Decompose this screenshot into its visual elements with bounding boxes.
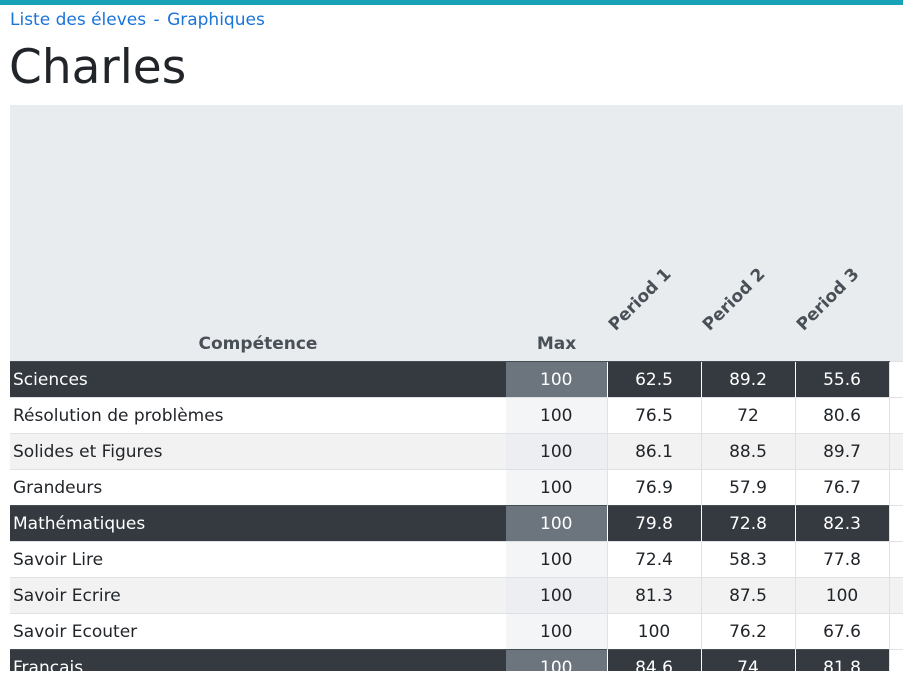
- filler-cell: [888, 361, 903, 398]
- max-cell: 100: [506, 505, 607, 542]
- period-2-cell: 76.2: [700, 613, 795, 650]
- table-row-group: Sciences 100 62.5 89.2 55.6: [10, 361, 903, 398]
- breadcrumb: Liste des éleves - Graphiques: [10, 9, 265, 31]
- grades-table: Compétence Max Period 1 Period 2 Period …: [10, 105, 903, 671]
- period-2-cell: 74: [700, 649, 795, 671]
- max-cell: 100: [506, 433, 607, 470]
- period-1-cell: 72.4: [606, 541, 701, 578]
- competence-cell: Grandeurs: [10, 469, 506, 506]
- filler-cell: [888, 433, 903, 470]
- breadcrumb-link-student-list[interactable]: Liste des éleves: [10, 10, 147, 30]
- period-3-cell: 55.6: [794, 361, 889, 398]
- table-row-group: Mathématiques 100 79.8 72.8 82.3: [10, 505, 903, 542]
- competence-cell: Mathématiques: [10, 505, 506, 542]
- period-3-cell: 81.8: [794, 649, 889, 671]
- filler-cell: [888, 505, 903, 542]
- max-cell: 100: [506, 577, 607, 614]
- period-3-cell: 89.7: [794, 433, 889, 470]
- header-period-1: Period 1: [604, 105, 701, 362]
- competence-cell: Français: [10, 649, 506, 671]
- table-row-group: Français 100 84.6 74 81.8: [10, 649, 903, 671]
- table-row: Solides et Figures 100 86.1 88.5 89.7: [10, 433, 903, 470]
- page-title: Charles: [9, 40, 187, 95]
- header-max: Max: [506, 105, 607, 362]
- header-competence: Compétence: [10, 105, 506, 362]
- filler-cell: [888, 541, 903, 578]
- period-3-cell: 100: [794, 577, 889, 614]
- competence-cell: Savoir Ecouter: [10, 613, 506, 650]
- filler-cell: [888, 397, 903, 434]
- competence-cell: Sciences: [10, 361, 506, 398]
- header-period-3-label: Period 3: [792, 264, 864, 335]
- table-row: Grandeurs 100 76.9 57.9 76.7: [10, 469, 903, 506]
- max-cell: 100: [506, 361, 607, 398]
- table-row: Savoir Lire 100 72.4 58.3 77.8: [10, 541, 903, 578]
- period-2-cell: 87.5: [700, 577, 795, 614]
- max-cell: 100: [506, 613, 607, 650]
- period-2-cell: 89.2: [700, 361, 795, 398]
- period-2-cell: 88.5: [700, 433, 795, 470]
- competence-cell: Savoir Lire: [10, 541, 506, 578]
- header-period-2-label: Period 2: [698, 264, 770, 335]
- competence-cell: Résolution de problèmes: [10, 397, 506, 434]
- period-2-cell: 72.8: [700, 505, 795, 542]
- period-1-cell: 76.5: [606, 397, 701, 434]
- period-3-cell: 80.6: [794, 397, 889, 434]
- period-1-cell: 76.9: [606, 469, 701, 506]
- period-3-cell: 67.6: [794, 613, 889, 650]
- header-filler: [889, 105, 903, 362]
- table-header: Compétence Max Period 1 Period 2 Period …: [10, 105, 903, 362]
- header-period-2: Period 2: [698, 105, 795, 362]
- max-cell: 100: [506, 541, 607, 578]
- period-1-cell: 62.5: [606, 361, 701, 398]
- breadcrumb-link-graphics[interactable]: Graphiques: [167, 10, 265, 30]
- table-row: Résolution de problèmes 100 76.5 72 80.6: [10, 397, 903, 434]
- period-1-cell: 81.3: [606, 577, 701, 614]
- period-1-cell: 79.8: [606, 505, 701, 542]
- header-period-1-label: Period 1: [604, 264, 676, 335]
- period-1-cell: 100: [606, 613, 701, 650]
- max-cell: 100: [506, 397, 607, 434]
- filler-cell: [888, 469, 903, 506]
- top-accent-bar: [0, 0, 903, 5]
- period-1-cell: 86.1: [606, 433, 701, 470]
- filler-cell: [888, 577, 903, 614]
- header-period-3: Period 3: [792, 105, 889, 362]
- table-body: Sciences 100 62.5 89.2 55.6 Résolution de pro…: [10, 361, 903, 671]
- filler-cell: [888, 613, 903, 650]
- period-3-cell: 76.7: [794, 469, 889, 506]
- competence-cell: Savoir Ecrire: [10, 577, 506, 614]
- period-2-cell: 72: [700, 397, 795, 434]
- grades-table-container: Compétence Max Period 1 Period 2 Period …: [10, 105, 903, 671]
- breadcrumb-separator: -: [153, 10, 160, 30]
- period-3-cell: 82.3: [794, 505, 889, 542]
- max-cell: 100: [506, 469, 607, 506]
- period-1-cell: 84.6: [606, 649, 701, 671]
- period-3-cell: 77.8: [794, 541, 889, 578]
- table-row: Savoir Ecrire 100 81.3 87.5 100: [10, 577, 903, 614]
- period-2-cell: 57.9: [700, 469, 795, 506]
- filler-cell: [888, 649, 903, 671]
- competence-cell: Solides et Figures: [10, 433, 506, 470]
- period-2-cell: 58.3: [700, 541, 795, 578]
- max-cell: 100: [506, 649, 607, 671]
- table-row: Savoir Ecouter 100 100 76.2 67.6: [10, 613, 903, 650]
